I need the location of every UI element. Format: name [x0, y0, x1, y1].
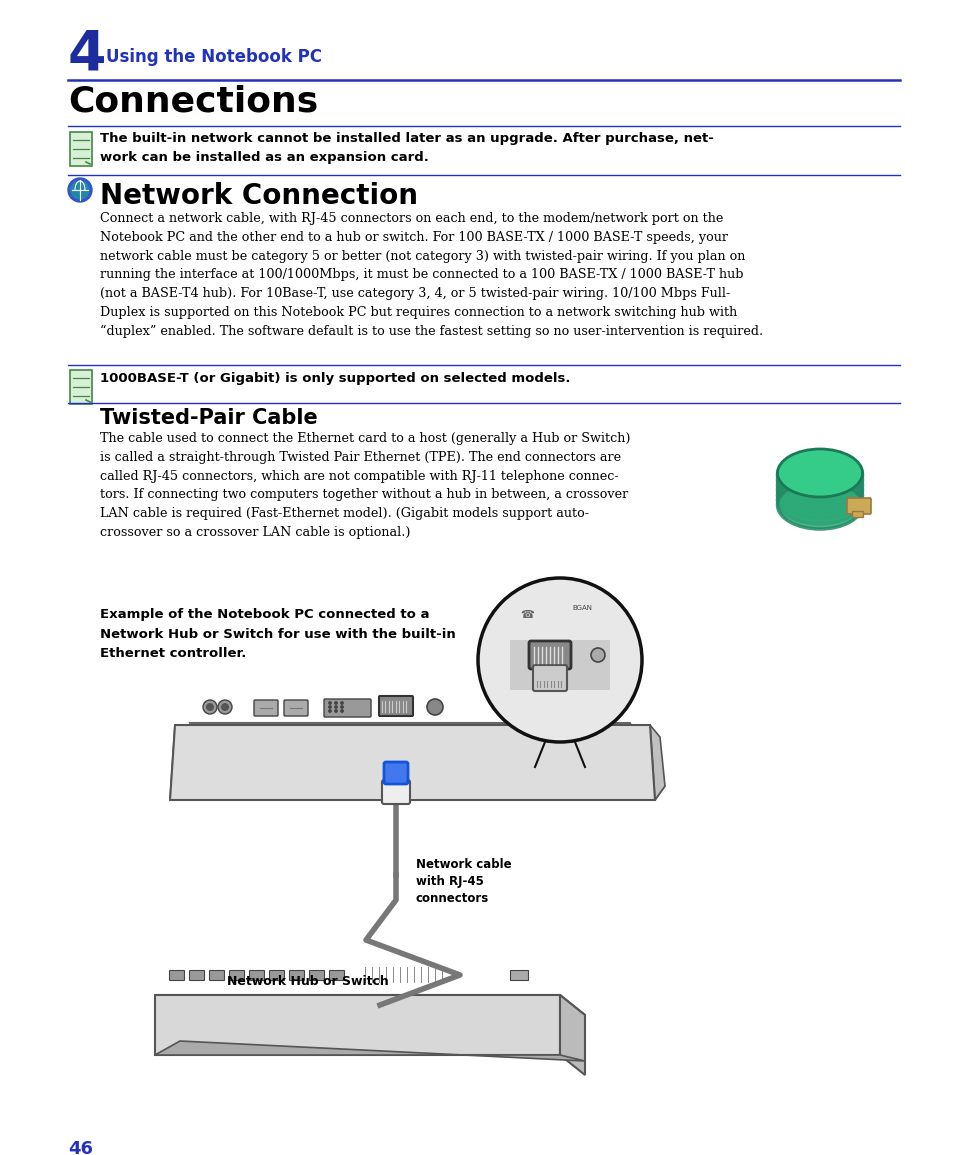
FancyBboxPatch shape: [210, 970, 224, 981]
Text: 46: 46: [68, 1140, 92, 1155]
Circle shape: [335, 702, 336, 705]
Polygon shape: [154, 994, 584, 1015]
Text: Network Hub or Switch: Network Hub or Switch: [227, 975, 388, 988]
Ellipse shape: [777, 449, 862, 497]
Text: Using the Notebook PC: Using the Notebook PC: [106, 49, 322, 66]
Ellipse shape: [777, 461, 862, 509]
FancyBboxPatch shape: [70, 370, 91, 404]
Polygon shape: [649, 725, 664, 800]
Ellipse shape: [777, 465, 862, 514]
Polygon shape: [154, 994, 559, 1055]
Polygon shape: [170, 725, 185, 800]
Circle shape: [335, 710, 336, 713]
FancyBboxPatch shape: [846, 498, 870, 514]
FancyBboxPatch shape: [381, 780, 410, 804]
Text: Twisted-Pair Cable: Twisted-Pair Cable: [100, 408, 317, 429]
Text: Connect a network cable, with RJ-45 connectors on each end, to the modem/network: Connect a network cable, with RJ-45 conn…: [100, 213, 762, 338]
Text: The built-in network cannot be installed later as an upgrade. After purchase, ne: The built-in network cannot be installed…: [100, 132, 713, 164]
Ellipse shape: [777, 480, 862, 529]
Circle shape: [221, 703, 229, 711]
Text: Connections: Connections: [68, 84, 318, 118]
Text: 4: 4: [68, 28, 107, 82]
Text: The cable used to connect the Ethernet card to a host (generally a Hub or Switch: The cable used to connect the Ethernet c…: [100, 432, 630, 539]
FancyBboxPatch shape: [250, 970, 264, 981]
FancyBboxPatch shape: [253, 700, 277, 716]
FancyBboxPatch shape: [309, 970, 324, 981]
Polygon shape: [170, 787, 664, 800]
FancyBboxPatch shape: [70, 132, 91, 166]
Text: Network cable
with RJ-45
connectors: Network cable with RJ-45 connectors: [416, 858, 511, 906]
FancyBboxPatch shape: [269, 970, 284, 981]
FancyBboxPatch shape: [170, 970, 184, 981]
FancyBboxPatch shape: [230, 970, 244, 981]
Ellipse shape: [777, 471, 862, 519]
Circle shape: [71, 181, 89, 199]
Text: 1000BASE-T (or Gigabit) is only supported on selected models.: 1000BASE-T (or Gigabit) is only supporte…: [100, 372, 570, 385]
FancyBboxPatch shape: [289, 970, 304, 981]
Circle shape: [206, 703, 213, 711]
Text: Network Connection: Network Connection: [100, 182, 417, 210]
FancyBboxPatch shape: [284, 700, 308, 716]
FancyBboxPatch shape: [529, 641, 571, 669]
Circle shape: [335, 706, 336, 708]
Bar: [510, 970, 527, 979]
Text: ☎: ☎: [519, 610, 534, 620]
FancyBboxPatch shape: [378, 696, 413, 716]
Circle shape: [340, 710, 343, 713]
Text: Example of the Notebook PC connected to a
Network Hub or Switch for use with the: Example of the Notebook PC connected to …: [100, 608, 456, 660]
Circle shape: [218, 700, 232, 714]
Polygon shape: [559, 994, 584, 1075]
Circle shape: [329, 710, 331, 713]
Polygon shape: [154, 1041, 584, 1061]
Circle shape: [68, 178, 91, 202]
Circle shape: [203, 700, 216, 714]
FancyBboxPatch shape: [533, 665, 566, 691]
Circle shape: [340, 706, 343, 708]
FancyBboxPatch shape: [190, 970, 204, 981]
Polygon shape: [190, 723, 635, 735]
FancyBboxPatch shape: [510, 640, 609, 690]
Ellipse shape: [777, 476, 862, 524]
Circle shape: [590, 648, 604, 662]
FancyBboxPatch shape: [324, 699, 371, 717]
Circle shape: [427, 699, 442, 715]
Circle shape: [329, 706, 331, 708]
FancyBboxPatch shape: [329, 970, 344, 981]
Ellipse shape: [777, 450, 862, 499]
Ellipse shape: [777, 456, 862, 504]
FancyBboxPatch shape: [384, 762, 408, 784]
Text: BGAN: BGAN: [572, 605, 592, 611]
Circle shape: [329, 702, 331, 705]
Circle shape: [340, 702, 343, 705]
Polygon shape: [170, 725, 655, 800]
Circle shape: [477, 578, 641, 742]
FancyBboxPatch shape: [852, 512, 862, 517]
